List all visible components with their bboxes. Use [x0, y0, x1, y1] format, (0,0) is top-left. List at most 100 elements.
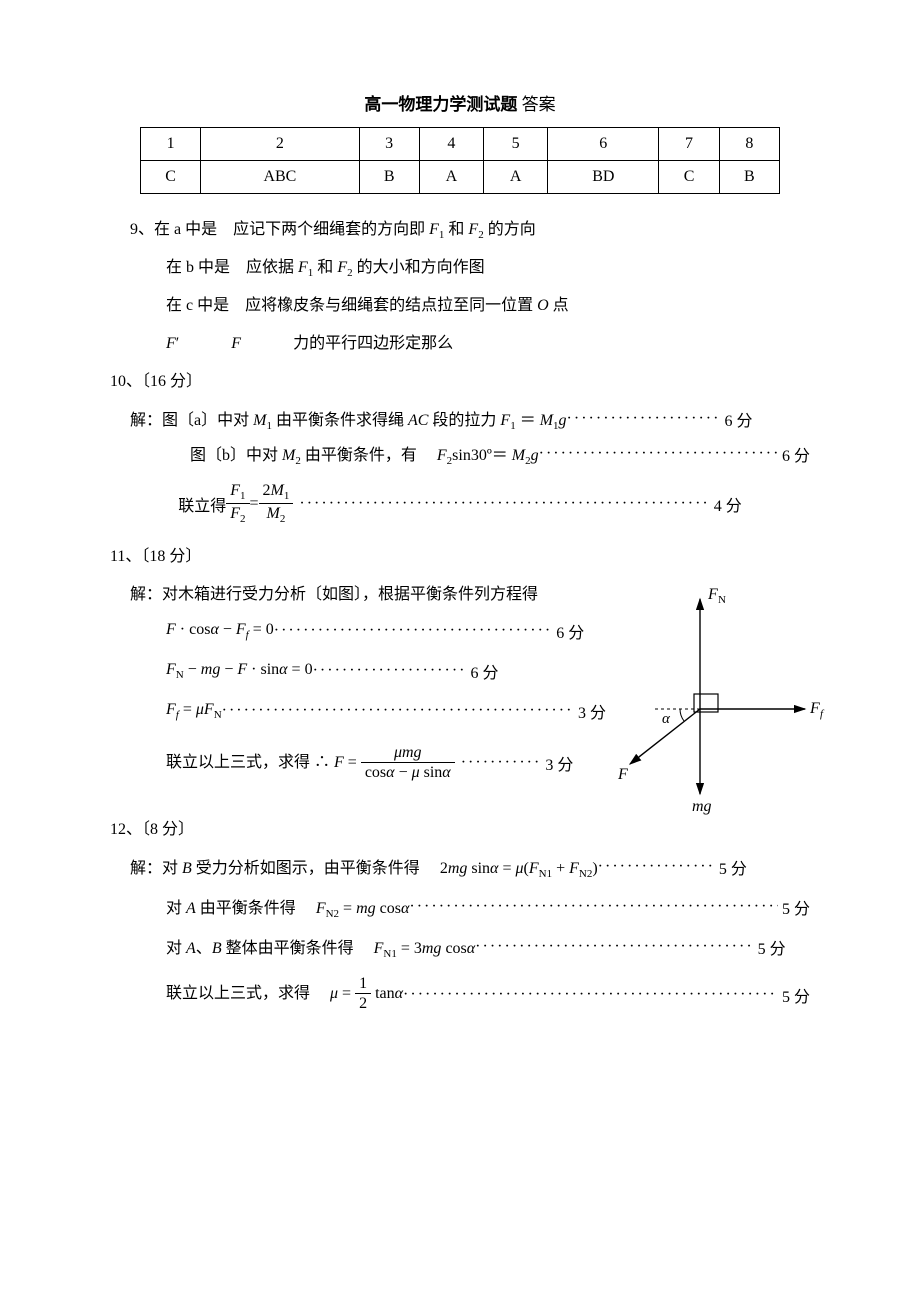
- text: 9、在 a 中是 应记下两个细绳套的方向即: [130, 221, 429, 238]
- svg-text:F: F: [707, 586, 718, 603]
- var: B: [212, 940, 222, 957]
- q10-line2: 图〔b〕中对 M2 由平衡条件，有 F2sin30º＝ M2g ········…: [110, 441, 810, 467]
- var: F: [298, 259, 308, 276]
- text: 由平衡条件得: [200, 900, 312, 917]
- var: A: [186, 900, 196, 917]
- svg-text:f: f: [820, 708, 825, 720]
- sub: 1: [510, 421, 516, 433]
- q12-line3: 对 A、B 整体由平衡条件得 FN1 = 3mg cosα ··········…: [110, 934, 810, 960]
- q12-line4: 联立以上三式，求得 μ = 1 2 tanα ·················…: [110, 974, 810, 1015]
- text: 整体由平衡条件得: [226, 940, 370, 957]
- var: F: [429, 221, 439, 238]
- q11-eq1: F · cosα − Ff = 0 ······················…: [110, 619, 606, 643]
- page-title: 高一物理力学测试题 答案: [110, 90, 810, 115]
- sub: 2: [240, 513, 246, 525]
- text: 受力分析如图示，由平衡条件得: [196, 860, 436, 877]
- dotfill: ······································: [274, 622, 552, 640]
- var: B: [182, 860, 192, 877]
- th: 2: [201, 128, 359, 161]
- q9-line2: 在 b 中是 应依据 F1 和 F2 的大小和方向作图: [110, 252, 810, 284]
- dotfill: ······································: [539, 445, 778, 463]
- q11-header: 11、〔18 分〕: [110, 541, 810, 573]
- points: 6 分: [552, 619, 584, 643]
- sub: 2: [347, 267, 353, 279]
- th: 7: [659, 128, 719, 161]
- dotfill: ········································…: [409, 898, 778, 916]
- text: 联立得: [178, 492, 226, 516]
- svg-text:α: α: [662, 711, 671, 727]
- table-row: C ABC B A A BD C B: [141, 161, 780, 194]
- table-row: 1 2 3 4 5 6 7 8: [141, 128, 780, 161]
- th: 3: [359, 128, 419, 161]
- var: F: [230, 482, 240, 499]
- td: B: [359, 161, 419, 194]
- td: C: [141, 161, 201, 194]
- var: M: [253, 412, 266, 429]
- text: 解：图〔a〕中对: [130, 412, 253, 429]
- title-bold: 高一物理力学测试题: [364, 95, 517, 114]
- answer-table: 1 2 3 4 5 6 7 8 C ABC B A A BD C B: [140, 127, 780, 194]
- sub: 1: [439, 229, 445, 241]
- prime: ′: [176, 335, 180, 352]
- th: 4: [419, 128, 483, 161]
- text: 由平衡条件求得绳: [276, 412, 408, 429]
- text: 联立以上三式，求得 ∴: [166, 754, 334, 771]
- points: 5 分: [715, 855, 747, 879]
- td: C: [659, 161, 719, 194]
- th: 5: [484, 128, 548, 161]
- text: 对: [166, 900, 186, 917]
- text: 、: [196, 940, 212, 957]
- points: 3 分: [541, 751, 573, 775]
- equals: =: [250, 495, 259, 513]
- text: 在 b 中是 应依据: [166, 259, 298, 276]
- dotfill: ········································…: [222, 702, 574, 720]
- free-body-diagram: F N mg F f F α: [600, 579, 830, 819]
- var: M: [282, 447, 295, 464]
- td: A: [484, 161, 548, 194]
- td: B: [719, 161, 779, 194]
- text: 对: [166, 940, 186, 957]
- q9-line3: 在 c 中是 应将橡皮条与细绳套的结点拉至同一位置 O 点: [110, 290, 810, 322]
- text: sin30º＝: [452, 447, 508, 464]
- q10-line1: 解：图〔a〕中对 M1 由平衡条件求得绳 AC 段的拉力 F1 ＝ M1g ··…: [110, 406, 810, 432]
- svg-text:mg: mg: [692, 798, 712, 815]
- points: 6 分: [778, 442, 810, 466]
- td: ABC: [201, 161, 359, 194]
- q10-line3: 联立得 F1 F2 = 2M1 M2 ·····················…: [110, 481, 810, 527]
- text: 图〔b〕中对: [190, 447, 282, 464]
- dotfill: ·····················: [313, 662, 467, 680]
- points: 6 分: [466, 659, 498, 683]
- td: A: [419, 161, 483, 194]
- sub: 2: [280, 513, 286, 525]
- fraction: 1 2: [355, 974, 371, 1015]
- fraction: F1 F2: [226, 481, 249, 527]
- svg-text:F: F: [809, 700, 820, 717]
- var: F: [500, 412, 510, 429]
- dotfill: ················: [598, 858, 715, 876]
- text: 和: [317, 259, 337, 276]
- sub: 1: [308, 267, 314, 279]
- num: 1: [355, 974, 371, 994]
- points: 5 分: [778, 983, 810, 1007]
- text: 点: [553, 297, 569, 314]
- text: 联立以上三式，求得: [166, 985, 326, 1002]
- var: M: [271, 482, 284, 499]
- var: g: [559, 412, 567, 429]
- sub: 2: [478, 229, 484, 241]
- var: g: [531, 447, 539, 464]
- var: A: [186, 940, 196, 957]
- sub: 1: [284, 490, 290, 502]
- dotfill: ·····················: [567, 410, 721, 428]
- fraction: 2M1 M2: [259, 481, 294, 527]
- var: AC: [408, 412, 428, 429]
- th: 8: [719, 128, 779, 161]
- fraction: μmg cosα − μ sinα: [361, 743, 455, 784]
- dotfill: ········································…: [299, 495, 709, 513]
- th: 6: [548, 128, 659, 161]
- q11-eq4: 联立以上三式，求得 ∴ F = μmg cosα − μ sinα ······…: [110, 743, 626, 784]
- text: 在 c 中是 应将橡皮条与细绳套的结点拉至同一位置: [166, 297, 537, 314]
- var: F: [437, 447, 447, 464]
- dotfill: ···········: [461, 754, 542, 772]
- var: M: [512, 447, 525, 464]
- var: F: [166, 335, 176, 352]
